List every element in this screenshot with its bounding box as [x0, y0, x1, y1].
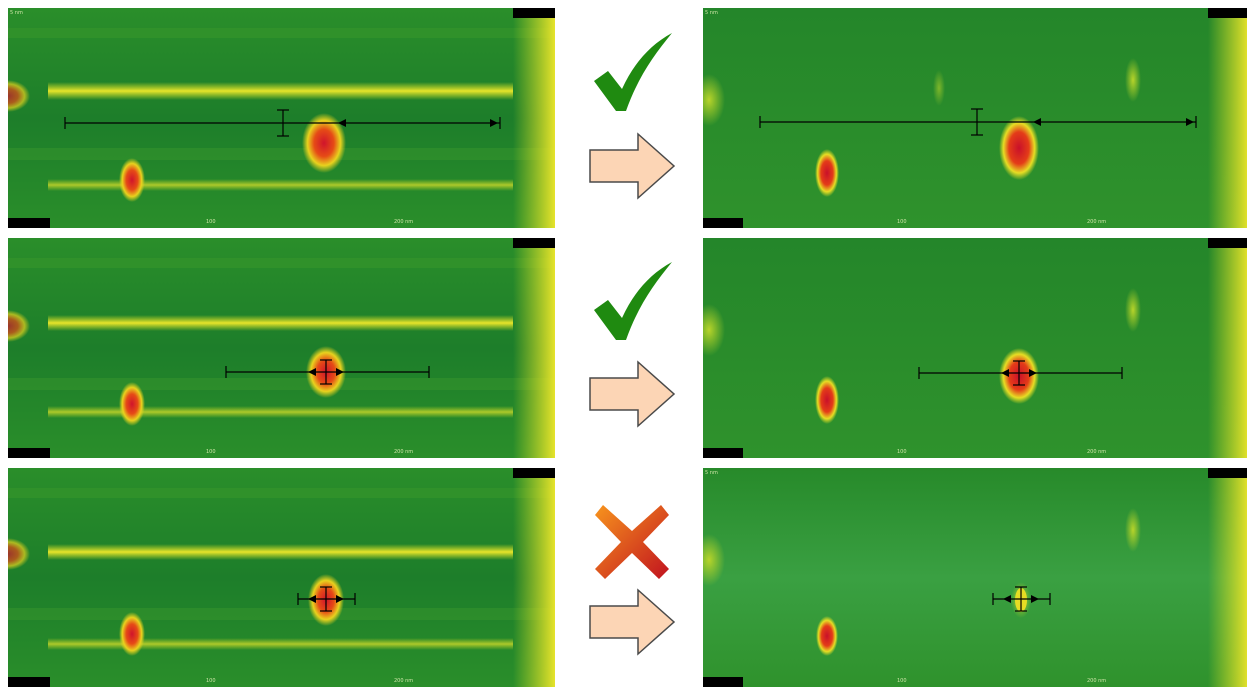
- x-tick: 100: [897, 678, 907, 684]
- checkmark-icon: [590, 33, 676, 117]
- x-tick: 100: [897, 219, 907, 225]
- right-arrow-icon: [588, 132, 676, 204]
- checkmark-icon: [590, 262, 676, 346]
- x-tick: 200 nm: [1087, 449, 1107, 455]
- heatmap-left-row3: 100 200 nm: [8, 468, 555, 687]
- x-tick: 200 nm: [394, 678, 414, 684]
- heatmap-left-row2: 100 200 nm: [8, 238, 555, 458]
- heatmap-right-row3: 5 nm 100 200 nm: [703, 468, 1247, 687]
- heatmap-right-row1: 5 nm 100 200 nm: [703, 8, 1247, 228]
- right-arrow-icon: [588, 588, 676, 660]
- x-tick: 200 nm: [1087, 678, 1107, 684]
- y-tick: 5 nm: [10, 10, 23, 16]
- x-tick: 100: [206, 219, 216, 225]
- x-tick: 200 nm: [1087, 219, 1107, 225]
- right-arrow-icon: [588, 360, 676, 432]
- cross-icon: [593, 503, 671, 585]
- heatmap-left-row1: 5 nm 100 200 nm: [8, 8, 555, 228]
- y-tick: 5 nm: [705, 470, 718, 476]
- y-tick: 5 nm: [705, 10, 718, 16]
- x-tick: 200 nm: [394, 219, 414, 225]
- x-tick: 100: [206, 449, 216, 455]
- x-tick: 100: [897, 449, 907, 455]
- x-tick: 100: [206, 678, 216, 684]
- x-tick: 200 nm: [394, 449, 414, 455]
- heatmap-right-row2: 100 200 nm: [703, 238, 1247, 458]
